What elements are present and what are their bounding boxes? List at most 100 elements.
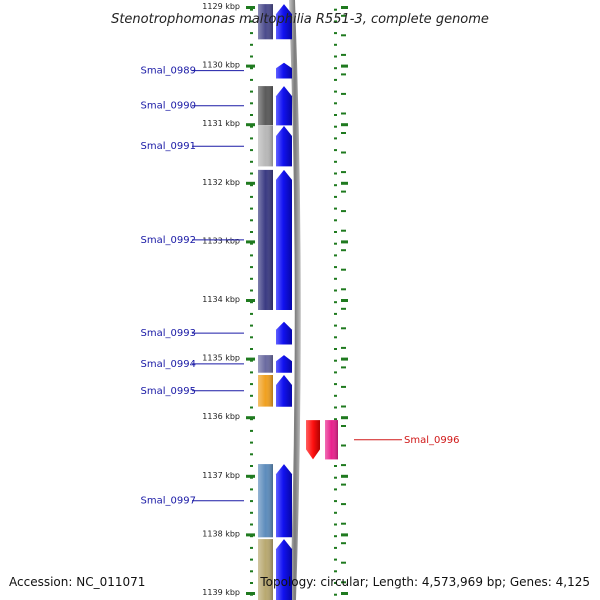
minor-tick	[250, 266, 253, 269]
major-tick	[246, 240, 255, 244]
gene-label: Smal_0995	[141, 386, 196, 397]
minor-tick	[334, 500, 337, 503]
minor-tick	[250, 207, 253, 210]
minor-tick	[341, 425, 346, 427]
gene-label: Smal_0992	[141, 235, 196, 246]
gene-label: Smal_0997	[141, 496, 196, 507]
minor-tick	[334, 114, 337, 116]
minor-tick	[341, 210, 346, 213]
minor-tick	[250, 570, 253, 573]
kbp-label-bg	[196, 118, 242, 128]
minor-tick	[250, 441, 253, 444]
major-tick	[246, 64, 255, 68]
minor-tick	[334, 32, 337, 35]
gene-labels: Smal_0989 Smal_0990 Smal_0991 Smal_0992 Smal…	[141, 66, 460, 507]
minor-tick	[250, 429, 253, 432]
minor-tick	[250, 231, 253, 233]
cog-shade	[258, 169, 273, 310]
minor-tick	[341, 229, 346, 232]
minor-tick	[341, 112, 346, 115]
kbp-label: 1133 kbp	[202, 236, 240, 245]
major-tick	[246, 474, 255, 478]
minor-tick	[334, 558, 337, 561]
minor-tick	[250, 371, 253, 374]
minor-tick	[250, 523, 253, 526]
minor-tick	[341, 249, 346, 252]
major-tick	[341, 181, 348, 185]
minor-tick	[334, 266, 337, 269]
minor-tick	[341, 444, 346, 447]
cds-forward-arrow	[276, 539, 292, 600]
minor-tick	[250, 546, 253, 549]
gene-label: Smal_0989	[141, 66, 196, 77]
major-tick	[341, 416, 348, 420]
kbp-label-bg	[196, 1, 242, 10]
minor-tick	[334, 476, 337, 479]
kbp-label-bg	[196, 176, 242, 186]
cds-forward-arrow	[276, 464, 292, 538]
minor-tick	[250, 453, 253, 456]
minor-tick	[250, 160, 253, 163]
minor-tick	[341, 171, 346, 174]
kbp-label: 1132 kbp	[202, 178, 240, 187]
cog-shade	[258, 355, 273, 373]
minor-tick	[341, 464, 346, 467]
major-tick	[341, 592, 348, 595]
kbp-label: 1129 kbp	[202, 2, 240, 11]
cds-forward-arrow	[276, 86, 292, 126]
minor-tick	[250, 465, 253, 467]
minor-tick	[334, 67, 337, 70]
minor-tick	[250, 336, 253, 339]
cds-forward-arrow	[276, 355, 292, 373]
minor-tick	[334, 231, 337, 233]
minor-tick	[334, 383, 337, 386]
minor-tick	[341, 522, 346, 525]
kbp-label: 1135 kbp	[202, 354, 240, 363]
cds-forward-arrow	[276, 62, 292, 79]
minor-tick	[334, 348, 337, 350]
minor-tick	[341, 581, 346, 584]
minor-tick	[334, 184, 337, 187]
minor-tick	[341, 483, 346, 486]
minor-tick	[334, 219, 337, 222]
minor-tick	[341, 92, 346, 95]
minor-tick	[250, 32, 253, 35]
minor-tick	[334, 511, 337, 514]
cog-shade	[325, 420, 338, 460]
minor-tick	[250, 406, 253, 409]
minor-tick	[334, 324, 337, 327]
kbp-label: 1130 kbp	[202, 61, 240, 70]
minor-tick	[250, 67, 253, 70]
minor-tick	[334, 160, 337, 163]
minor-tick	[341, 561, 346, 564]
minor-tick	[334, 371, 337, 374]
minor-tick	[334, 289, 337, 292]
minor-tick	[341, 268, 346, 271]
cds-forward-arrow	[276, 4, 292, 40]
minor-tick	[250, 348, 253, 350]
minor-tick	[341, 151, 346, 154]
minor-tick	[341, 73, 346, 76]
kbp-label-bg	[196, 587, 242, 596]
kbp-label: 1136 kbp	[202, 412, 240, 421]
minor-tick	[250, 254, 253, 257]
minor-tick	[250, 383, 253, 386]
minor-tick	[341, 14, 346, 17]
kbp-label: 1139 kbp	[202, 588, 240, 597]
accession-label: Accession: NC_011071	[9, 575, 145, 589]
minor-tick	[250, 172, 253, 175]
minor-tick	[250, 20, 253, 23]
minor-tick	[334, 418, 337, 421]
minor-tick	[250, 289, 253, 292]
minor-tick	[250, 184, 253, 187]
minor-tick	[250, 277, 253, 280]
minor-tick	[334, 406, 337, 409]
minor-tick	[250, 324, 253, 327]
minor-tick	[250, 55, 253, 58]
minor-tick	[334, 570, 337, 573]
kbp-label-bg	[196, 528, 242, 538]
cds-forward-arrow	[276, 321, 292, 345]
minor-tick	[250, 114, 253, 116]
cog-shade	[258, 375, 273, 407]
